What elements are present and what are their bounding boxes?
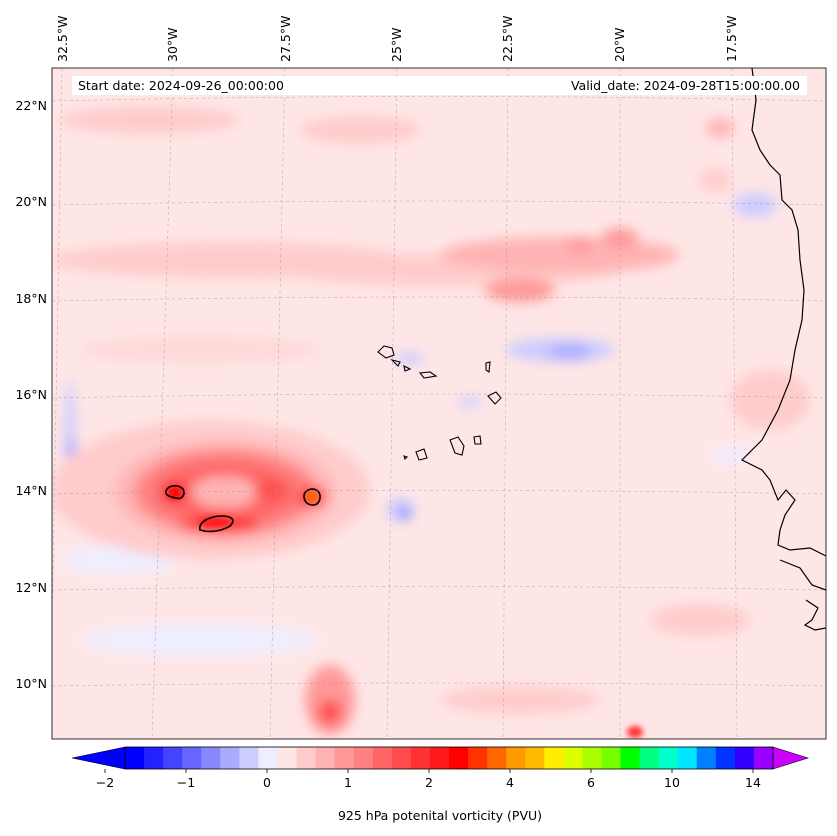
- colorbar-bin: [658, 747, 679, 769]
- lat-tick-label: 10°N: [15, 676, 47, 691]
- lon-tick-label: 20°W: [612, 27, 627, 62]
- lon-tick-label: 32.5°W: [55, 16, 70, 62]
- colorbar-bin: [734, 747, 755, 769]
- colorbar-bins: [125, 747, 774, 769]
- lat-tick-label: 14°N: [15, 483, 47, 498]
- colorbar-label: 925 hPa potenital vorticity (PVU): [337, 808, 543, 823]
- colorbar-tick-label: 0: [263, 775, 271, 790]
- lat-tick-label: 22°N: [15, 98, 47, 113]
- colorbar-bin: [258, 747, 278, 769]
- coastline: [740, 68, 826, 631]
- colorbar-bin: [220, 747, 240, 769]
- header-bar: [72, 76, 807, 95]
- colorbar: −2 −1 0 1 2 4 6 10 14: [71, 746, 810, 790]
- colorbar-bin: [696, 747, 717, 769]
- colorbar-bin: [601, 747, 622, 769]
- lon-tick-label: 25°W: [389, 27, 404, 62]
- lon-tick-label: 27.5°W: [278, 16, 293, 62]
- cape-verde-islands: [377, 345, 502, 461]
- colorbar-bin: [239, 747, 259, 769]
- colorbar-bin: [410, 747, 431, 769]
- colorbar-bin: [753, 747, 774, 769]
- colorbar-over-arrow: [772, 746, 810, 770]
- colorbar-bin: [125, 747, 145, 769]
- colorbar-bin: [144, 747, 164, 769]
- colorbar-bin: [544, 747, 564, 769]
- pv-field: [52, 68, 826, 739]
- colorbar-under-arrow: [71, 746, 126, 770]
- colorbar-tick-label: −2: [96, 775, 114, 790]
- lat-tick-label: 18°N: [15, 291, 47, 306]
- start-date-label: Start date: 2024-09-26_00:00:00: [78, 78, 284, 93]
- colorbar-frame: [124, 746, 774, 770]
- colorbar-tick-label: 14: [745, 775, 761, 790]
- colorbar-bin: [182, 747, 202, 769]
- lat-tick-labels: 22°N 20°N 18°N 16°N 14°N 12°N 10°N: [15, 98, 47, 691]
- colorbar-tick-label: 2: [425, 775, 433, 790]
- colorbar-bin: [487, 747, 507, 769]
- colorbar-tick-label: 6: [587, 775, 595, 790]
- colorbar-tick-label: −1: [177, 775, 195, 790]
- lon-tick-label: 22.5°W: [500, 16, 515, 62]
- colorbar-bin: [201, 747, 221, 769]
- colorbar-bin: [391, 747, 412, 769]
- lat-tick-label: 20°N: [15, 194, 47, 209]
- colorbar-tick-label: 10: [664, 775, 680, 790]
- lon-tick-label: 30°W: [165, 27, 180, 62]
- colorbar-bin: [334, 747, 355, 769]
- colorbar-ticks: −2 −1 0 1 2 4 6 10 14: [96, 769, 761, 790]
- colorbar-bin: [315, 747, 336, 769]
- valid-date-label: Valid_date: 2024-09-28T15:00:00.00: [570, 78, 800, 93]
- pv-contours: [165, 485, 321, 533]
- colorbar-bin: [353, 747, 374, 769]
- colorbar-bin: [639, 747, 660, 769]
- lat-tick-label: 16°N: [15, 387, 47, 402]
- colorbar-bin: [620, 747, 641, 769]
- pv-anomalies: [52, 106, 810, 735]
- colorbar-bin: [449, 747, 469, 769]
- colorbar-bin: [468, 747, 488, 769]
- colorbar-bin: [163, 747, 183, 769]
- colorbar-bin: [563, 747, 583, 769]
- colorbar-bin: [296, 747, 317, 769]
- colorbar-bin: [525, 747, 545, 769]
- graticule: [52, 68, 826, 739]
- colorbar-bin: [429, 747, 450, 769]
- colorbar-bin: [715, 747, 736, 769]
- colorbar-bin: [677, 747, 698, 769]
- map-frame: [51, 67, 827, 740]
- lon-tick-label: 17.5°W: [724, 16, 739, 62]
- colorbar-bin: [582, 747, 602, 769]
- colorbar-bin: [277, 747, 298, 769]
- colorbar-bin: [372, 747, 393, 769]
- lat-tick-label: 12°N: [15, 580, 47, 595]
- colorbar-tick-label: 1: [344, 775, 352, 790]
- lon-tick-labels: 32.5°W 30°W 27.5°W 25°W 22.5°W 20°W 17.5…: [55, 16, 739, 62]
- colorbar-bin: [506, 747, 526, 769]
- colorbar-tick-label: 4: [506, 775, 514, 790]
